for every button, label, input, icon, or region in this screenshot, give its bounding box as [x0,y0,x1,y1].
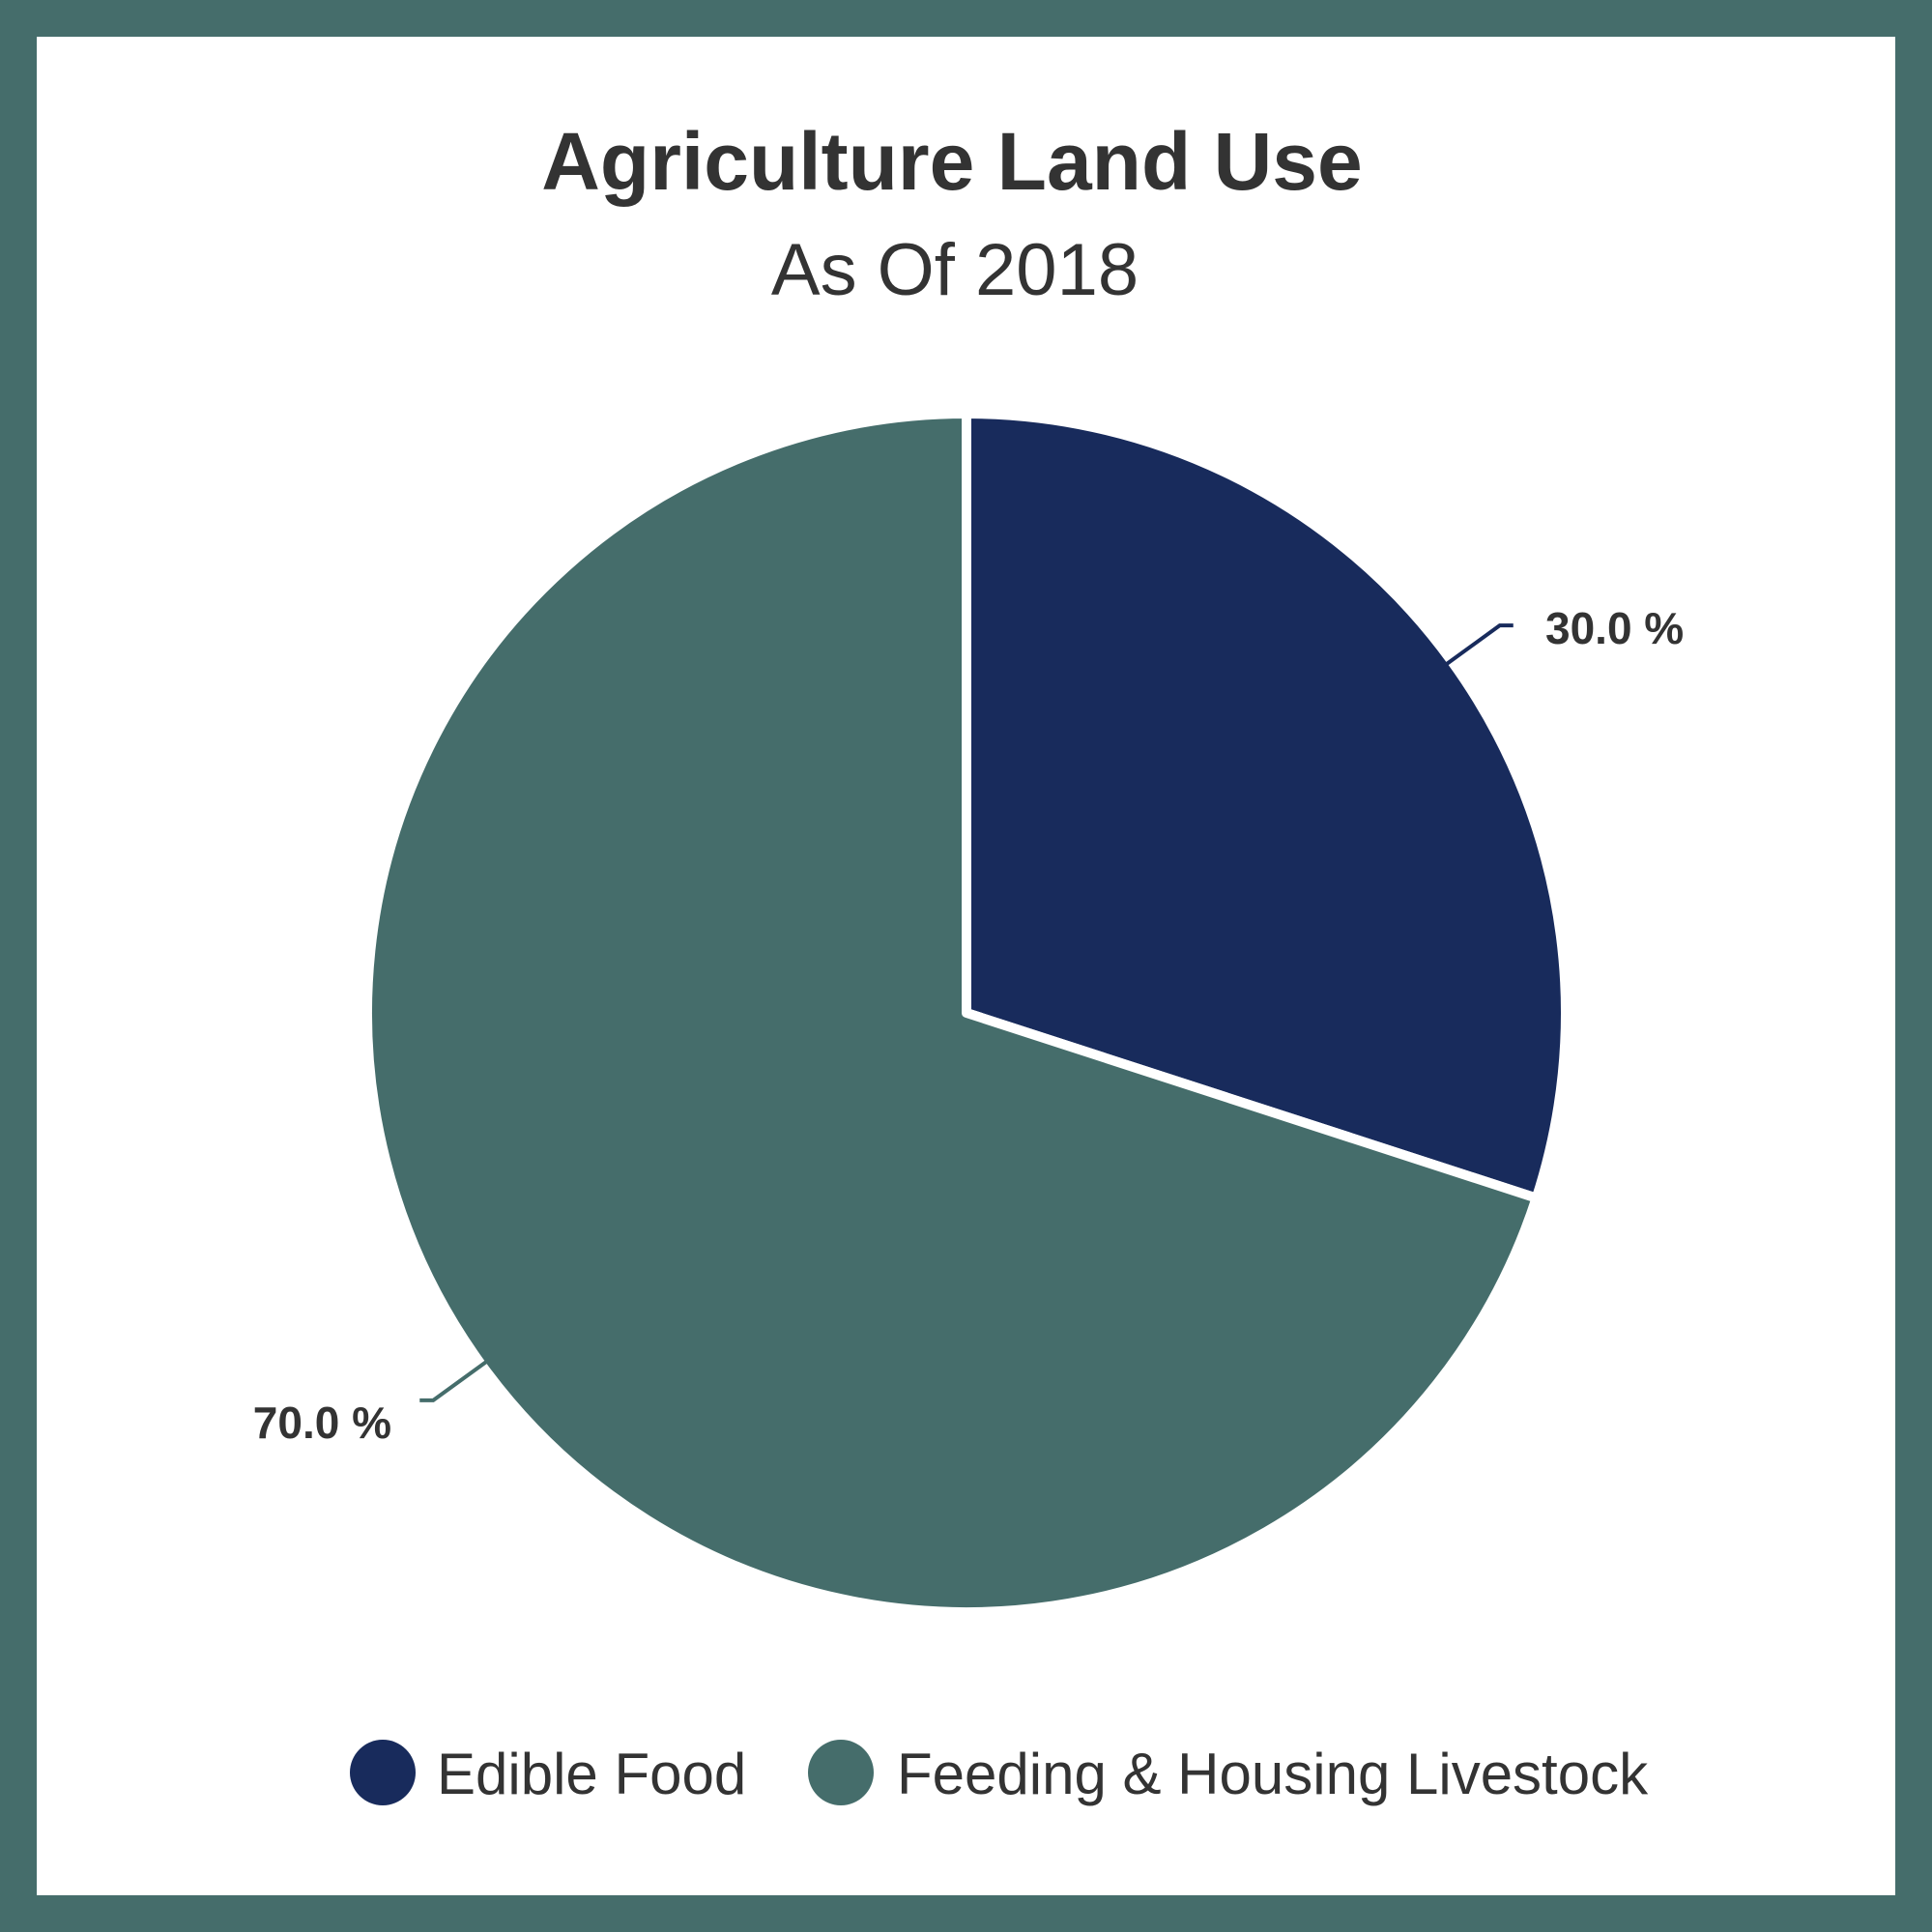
slice-label-livestock: 70.0 % [253,1398,391,1448]
slice-label-edible-food: 30.0 % [1545,603,1684,653]
legend-swatch-livestock [808,1740,874,1805]
leader-line-0 [1443,623,1514,667]
legend-label-edible-food: Edible Food [437,1742,746,1806]
pie-slices [362,409,1571,1617]
leader-lines [419,623,1514,1402]
leader-line-1 [419,1359,490,1402]
legend-label-livestock: Feeding & Housing Livestock [897,1742,1649,1806]
chart-title: Agriculture Land Use [541,116,1362,207]
chart-subtitle: As Of 2018 [771,229,1139,311]
legend-swatch-edible-food [350,1740,416,1805]
legend: Edible Food Feeding & Housing Livestock [350,1740,1649,1806]
